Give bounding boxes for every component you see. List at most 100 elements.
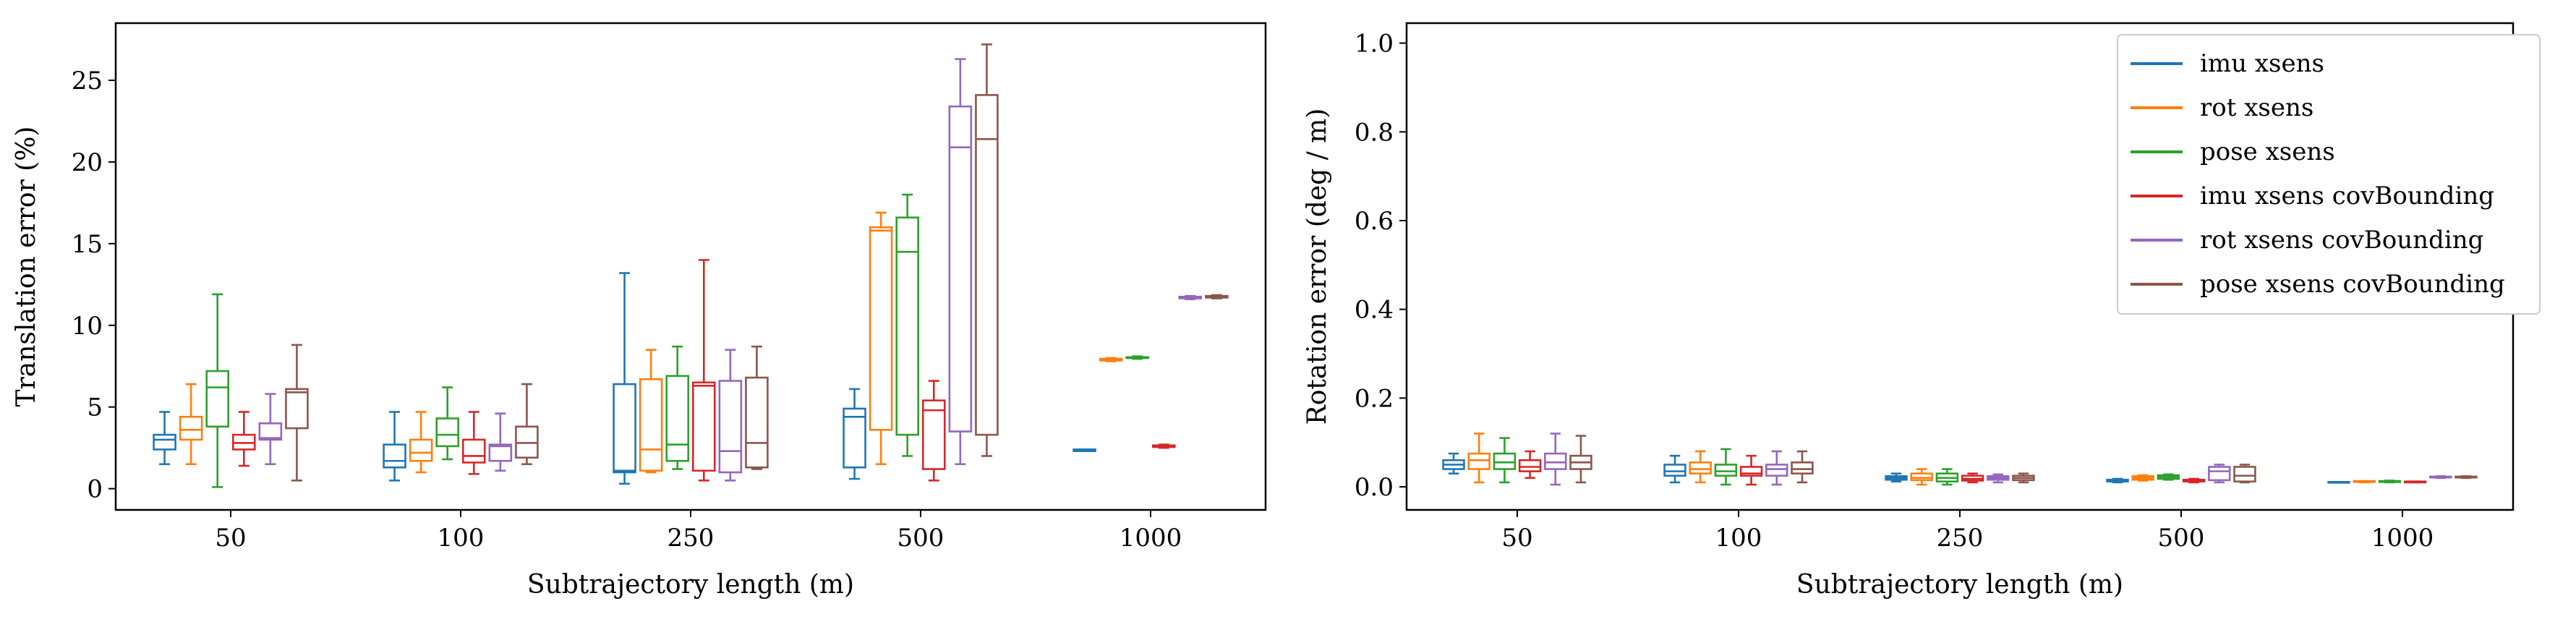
iqr-box	[895, 216, 920, 436]
iqr-box	[258, 422, 283, 441]
iqr-box	[1791, 461, 1814, 474]
iqr-box	[205, 370, 230, 428]
rotation-y-ticks: 0.0 0.2 0.4 0.6 0.8 1.0	[1355, 30, 1407, 502]
iqr-box	[285, 388, 309, 430]
y-tick-label: 25	[72, 67, 103, 95]
legend-item: imu xsens	[2131, 49, 2324, 78]
rotation-x-axis-label: Subtrajectory length (m)	[1796, 570, 2123, 600]
box-rotation-3-0	[1518, 450, 1542, 480]
y-tick-label: 1.0	[1355, 30, 1394, 59]
legend-item: imu xsens covBounding	[2131, 182, 2494, 210]
legend-item: rot xsens	[2131, 93, 2313, 122]
x-tick-label: 500	[897, 524, 944, 553]
box-rotation-2-1	[1714, 448, 1738, 486]
box-translation-5-2	[745, 345, 769, 470]
box-translation-1-4	[1099, 357, 1123, 362]
iqr-box	[2208, 466, 2231, 482]
legend-label: rot xsens	[2200, 93, 2313, 122]
iqr-box	[869, 226, 893, 431]
legend-label: pose xsens	[2200, 137, 2335, 166]
box-rotation-5-3	[2233, 464, 2256, 484]
box-rotation-1-1	[1689, 450, 1712, 484]
iqr-box	[1467, 452, 1490, 470]
legend-item: rot xsens covBounding	[2131, 226, 2483, 255]
box-translation-2-2	[665, 345, 690, 470]
box-translation-0-0	[153, 411, 176, 466]
iqr-box	[488, 443, 513, 462]
iqr-box	[1663, 464, 1686, 477]
box-rotation-4-4	[2429, 475, 2452, 480]
box-translation-1-0	[179, 383, 203, 466]
legend-label: imu xsens	[2200, 49, 2324, 78]
x-tick-label: 250	[668, 524, 715, 553]
iqr-box	[665, 375, 690, 462]
iqr-box	[179, 415, 203, 441]
box-translation-4-1	[488, 412, 513, 472]
box-translation-1-2	[639, 349, 663, 474]
box-translation-3-3	[921, 380, 946, 482]
iqr-box	[1518, 459, 1542, 472]
box-rotation-3-1	[1739, 454, 1763, 486]
iqr-box	[461, 438, 486, 464]
box-rotation-1-4	[2353, 480, 2376, 484]
box-translation-0-1	[383, 411, 406, 482]
x-tick-label: 1000	[1119, 524, 1182, 553]
rotation-x-ticks: 50 100 250 500 1000	[1501, 510, 2434, 553]
iqr-box	[843, 407, 866, 469]
iqr-box	[1544, 452, 1567, 470]
y-tick-label: 0	[87, 475, 103, 504]
iqr-box	[1714, 464, 1738, 477]
box-rotation-1-3	[2131, 474, 2154, 482]
translation-x-ticks: 50 100 250 500 1000	[215, 510, 1182, 553]
y-tick-label: 20	[72, 148, 103, 177]
box-rotation-5-0	[1569, 435, 1592, 484]
box-translation-5-0	[285, 344, 309, 482]
rotation-boxes	[1442, 433, 2478, 486]
box-rotation-0-0	[1442, 452, 1465, 474]
y-tick-label: 15	[72, 230, 103, 259]
legend-item: pose xsens covBounding	[2131, 270, 2505, 299]
box-rotation-4-3	[2208, 464, 2231, 484]
box-rotation-1-0	[1467, 433, 1490, 484]
translation-boxes	[153, 43, 1229, 488]
x-tick-label: 1000	[2371, 524, 2434, 553]
legend-label: rot xsens covBounding	[2200, 226, 2483, 255]
box-translation-1-3	[869, 211, 893, 466]
box-rotation-0-1	[1663, 454, 1686, 484]
box-translation-4-3	[948, 58, 973, 466]
iqr-box	[1739, 466, 1763, 477]
box-rotation-5-4	[2455, 475, 2478, 480]
x-tick-label: 250	[1937, 524, 1984, 553]
legend: imu xsens rot xsens pose xsens imu xsens co…	[2117, 34, 2541, 315]
translation-y-ticks: 0 5 10 15 20 25	[72, 67, 116, 504]
iqr-box	[718, 380, 743, 474]
box-rotation-2-2	[1935, 468, 1959, 486]
x-tick-label: 100	[438, 524, 485, 553]
box-translation-3-4	[1151, 443, 1176, 449]
box-rotation-5-1	[1791, 450, 1814, 484]
rotation-y-axis-label: Rotation error (deg / m)	[1302, 108, 1332, 425]
box-translation-2-1	[435, 386, 460, 461]
box-rotation-4-2	[1987, 473, 2010, 484]
y-tick-label: 0.6	[1355, 207, 1394, 236]
x-tick-label: 50	[1501, 524, 1532, 553]
iqr-box	[2233, 466, 2256, 483]
box-rotation-4-0	[1544, 433, 1567, 486]
translation-error-panel: 0 5 10 15 20 25 50 100 250 500 1000 Subtrajectory…	[12, 22, 1267, 600]
x-tick-label: 500	[2158, 524, 2205, 553]
iqr-box	[1493, 452, 1517, 470]
box-translation-4-2	[718, 349, 743, 482]
box-translation-5-1	[515, 383, 539, 466]
rotation-error-panel: 0.0 0.2 0.4 0.6 0.8 1.0 50 100 250 500 1000 Subtr…	[1302, 22, 2541, 600]
box-translation-2-3	[895, 193, 920, 457]
iqr-box	[948, 105, 973, 433]
iqr-box	[409, 438, 433, 462]
box-translation-1-1	[409, 411, 433, 474]
y-tick-label: 0.8	[1355, 118, 1394, 147]
legend-label: imu xsens covBounding	[2200, 182, 2494, 210]
y-tick-label: 0.2	[1355, 384, 1394, 413]
box-translation-2-0	[205, 293, 230, 488]
box-rotation-2-0	[1493, 437, 1517, 484]
box-rotation-4-1	[1765, 450, 1788, 486]
